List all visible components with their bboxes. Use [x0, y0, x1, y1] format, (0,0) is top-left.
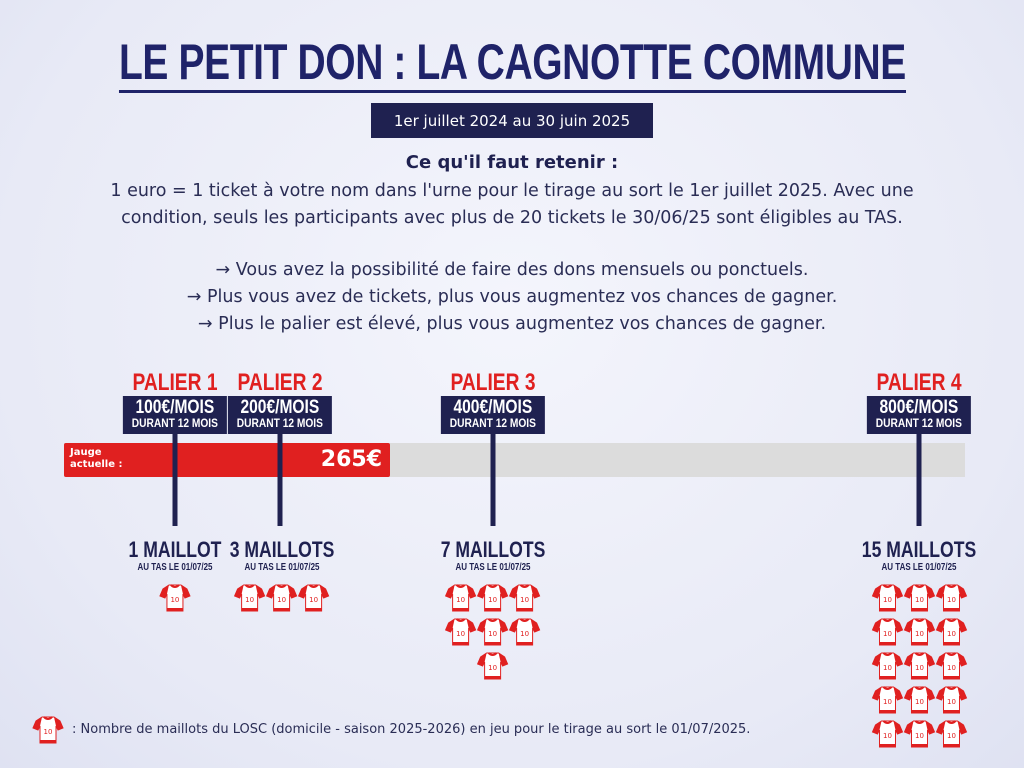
shirt-icon — [266, 581, 298, 613]
shirt-icon — [935, 683, 967, 715]
bullet-item: → Plus vous avez de tickets, plus vous a… — [186, 287, 838, 307]
shirt-group — [217, 581, 348, 613]
palier-2-line — [277, 432, 283, 526]
page-title: LE PETIT DON : LA CAGNOTTE COMMUNE — [0, 36, 1024, 93]
palier-title: PALIER 3 — [450, 369, 536, 396]
reward-date: AU TAS LE 01/07/25 — [455, 562, 531, 573]
palier-title: PALIER 2 — [237, 369, 323, 396]
palier-1-line — [172, 432, 178, 526]
palier-4-line — [916, 432, 922, 526]
shirt-icon — [32, 713, 64, 745]
gauge-label: Jauge actuelle : — [70, 447, 123, 470]
reward-count: 1 MAILLOT — [128, 537, 222, 562]
gauge-value: 265€ — [320, 447, 382, 472]
intro-line: condition, seuls les participants avec p… — [121, 208, 903, 228]
palier-4: PALIER 4 800€/MOIS DURANT 12 MOIS — [866, 370, 972, 434]
reward-count: 7 MAILLOTS — [440, 537, 546, 562]
intro-line: 1 euro = 1 ticket à votre nom dans l'urn… — [110, 181, 914, 201]
intro-text: 1 euro = 1 ticket à votre nom dans l'urn… — [0, 178, 1024, 232]
key-points-heading: Ce qu'il faut retenir : — [405, 152, 619, 173]
reward-count: 3 MAILLOTS — [229, 537, 335, 562]
palier-1: PALIER 1 100€/MOIS DURANT 12 MOIS — [122, 370, 228, 434]
palier-amount-box: 800€/MOIS DURANT 12 MOIS — [867, 396, 971, 434]
shirt-icon — [477, 649, 509, 681]
title-text: LE PETIT DON : LA CAGNOTTE COMMUNE — [118, 36, 906, 93]
palier-title: PALIER 4 — [876, 369, 962, 396]
shirt-icon — [509, 581, 541, 613]
shirt-icon — [935, 649, 967, 681]
reward-4: 15 MAILLOTS AU TAS LE 01/07/25 — [847, 538, 990, 749]
shirt-icon — [234, 581, 266, 613]
shirt-icon — [871, 615, 903, 647]
reward-date: AU TAS LE 01/07/25 — [881, 562, 957, 573]
reward-date: AU TAS LE 01/07/25 — [244, 562, 320, 573]
palier-3-line — [490, 432, 496, 526]
legend: : Nombre de maillots du LOSC (domicile -… — [32, 713, 750, 745]
shirt-icon — [445, 615, 477, 647]
reward-3: 7 MAILLOTS AU TAS LE 01/07/25 — [428, 538, 559, 681]
shirt-icon — [903, 683, 935, 715]
shirt-icon — [477, 615, 509, 647]
bullet-list: → Vous avez la possibilité de faire des … — [0, 257, 1024, 338]
palier-amount-box: 200€/MOIS DURANT 12 MOIS — [228, 396, 332, 434]
shirt-icon — [871, 649, 903, 681]
palier-amount-box: 100€/MOIS DURANT 12 MOIS — [123, 396, 227, 434]
bullet-item: → Plus le palier est élevé, plus vous au… — [197, 314, 827, 334]
palier-2: PALIER 2 200€/MOIS DURANT 12 MOIS — [227, 370, 333, 434]
palier-3: PALIER 3 400€/MOIS DURANT 12 MOIS — [440, 370, 546, 434]
shirt-icon — [871, 717, 903, 749]
shirt-group — [847, 581, 990, 749]
shirt-icon — [445, 581, 477, 613]
shirt-icon — [935, 581, 967, 613]
shirt-icon — [509, 615, 541, 647]
shirt-icon — [903, 615, 935, 647]
palier-title: PALIER 1 — [132, 369, 218, 396]
shirt-icon — [903, 581, 935, 613]
shirt-icon — [903, 649, 935, 681]
bullet-item: → Vous avez la possibilité de faire des … — [215, 260, 809, 280]
shirt-icon — [298, 581, 330, 613]
shirt-icon — [935, 615, 967, 647]
shirt-icon — [935, 717, 967, 749]
shirt-icon — [159, 581, 191, 613]
date-range-badge: 1er juillet 2024 au 30 juin 2025 — [371, 103, 653, 138]
shirt-icon — [871, 683, 903, 715]
gauge-fill: Jauge actuelle : 265€ — [64, 443, 390, 477]
shirt-group — [428, 581, 559, 681]
reward-2: 3 MAILLOTS AU TAS LE 01/07/25 — [217, 538, 348, 613]
shirt-icon — [903, 717, 935, 749]
reward-count: 15 MAILLOTS — [861, 537, 977, 562]
shirt-icon — [477, 581, 509, 613]
reward-1: 1 MAILLOT AU TAS LE 01/07/25 — [117, 538, 233, 613]
reward-date: AU TAS LE 01/07/25 — [137, 562, 213, 573]
palier-amount-box: 400€/MOIS DURANT 12 MOIS — [441, 396, 545, 434]
legend-text: : Nombre de maillots du LOSC (domicile -… — [72, 721, 751, 737]
shirt-icon — [871, 581, 903, 613]
